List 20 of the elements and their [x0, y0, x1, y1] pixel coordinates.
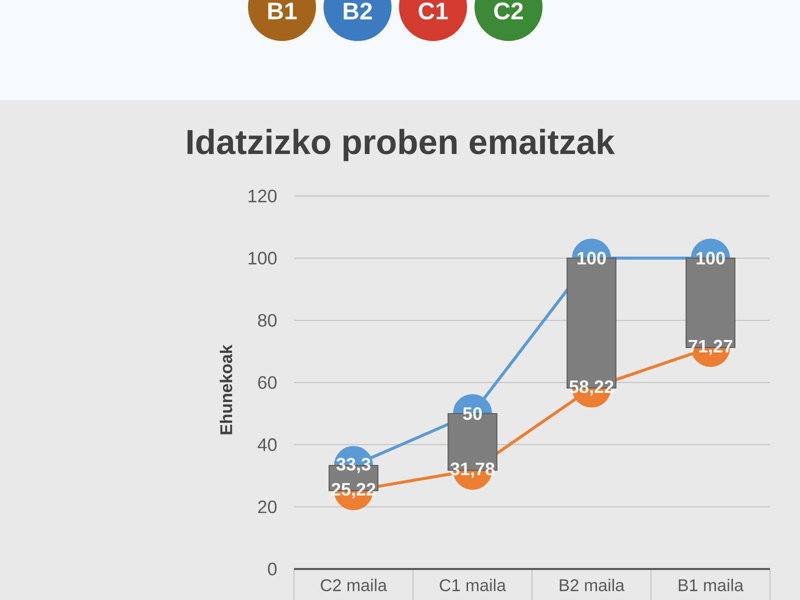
x-tick-label: C1 maila [440, 578, 506, 592]
chart-title: Idatzizko proben emaitzak [188, 128, 615, 162]
x-tick-label: B1 maila [678, 578, 744, 592]
data-label: 31,78 [450, 462, 494, 478]
y-tick-label: 60 [258, 376, 277, 389]
data-label: 58,22 [570, 380, 614, 396]
text: C1 [418, 2, 448, 20]
y-tick-label: 20 [258, 500, 277, 514]
y-tick-label: 80 [258, 314, 277, 327]
text: C2 [494, 2, 523, 20]
x-tick-label: B2 maila [560, 578, 625, 592]
text: B1 [268, 2, 297, 20]
text: B2 [344, 2, 372, 20]
data-label: 71,27 [688, 340, 732, 356]
x-tick-label: C2 maila [320, 578, 388, 592]
y-tick-label: 100 [248, 252, 277, 265]
y-tick-label: 40 [258, 438, 277, 452]
y-tick-label: 0 [268, 562, 277, 576]
y-tick-label: 120 [248, 190, 277, 202]
y-axis-title: Ehunekoak [220, 344, 232, 434]
